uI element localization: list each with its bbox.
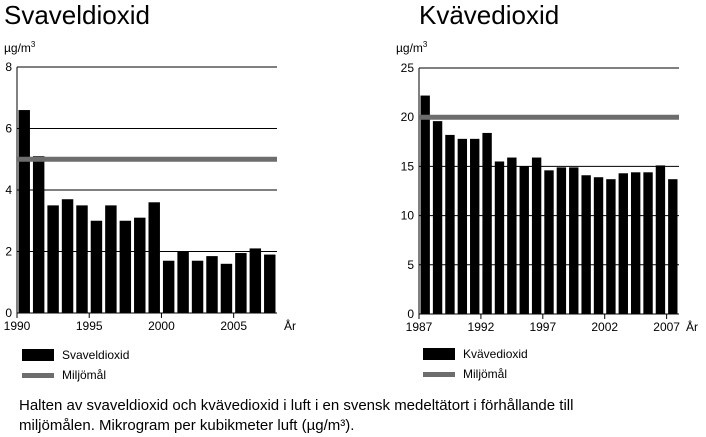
y-tick-label: 0 [407, 307, 414, 321]
x-tick-label: 2000 [148, 319, 175, 333]
left-y-unit-label: µg/m3 [4, 40, 35, 55]
left-chart-title: Svaveldioxid [4, 0, 150, 30]
bar-2005 [235, 253, 247, 313]
right-y-unit-label: µg/m3 [396, 40, 427, 55]
legend-bar-swatch [22, 349, 54, 361]
legend-item-line: Miljömål [423, 364, 528, 384]
y-tick-label: 2 [5, 245, 12, 259]
bar-2001 [593, 177, 604, 314]
x-tick-label: 2005 [220, 319, 247, 333]
x-axis-label: År [284, 318, 296, 333]
right-unit-exponent: 3 [422, 40, 428, 49]
bar-2004 [630, 172, 641, 314]
bar-1997 [544, 170, 554, 314]
bar-1991 [32, 156, 45, 313]
y-tick-label: 10 [401, 209, 415, 223]
y-tick-label: 8 [5, 60, 12, 74]
bar-1998 [134, 217, 146, 313]
legend-item-bars: Svaveldioxid [22, 345, 129, 365]
left-unit-exponent: 3 [30, 40, 36, 49]
bar-1996 [531, 157, 542, 314]
bar-2005 [643, 172, 653, 314]
x-tick-label: 1987 [406, 320, 433, 334]
x-tick-label: 1997 [529, 320, 556, 334]
legend-item-bars: Kvävedioxid [423, 344, 528, 364]
right-unit-base: µg/m [396, 41, 423, 55]
bar-1996 [105, 205, 117, 313]
bar-1997 [119, 220, 132, 313]
y-tick-label: 5 [407, 258, 414, 272]
x-tick-label: 2002 [591, 320, 618, 334]
legend-line-label: Miljömål [62, 368, 107, 382]
bar-2007 [264, 254, 276, 313]
bar-1995 [519, 166, 529, 314]
bar-2006 [655, 165, 666, 314]
bar-2007 [668, 179, 678, 314]
bar-1991 [470, 138, 480, 314]
caption-line-2: miljömålen. Mikrogram per kubikmeter luf… [19, 417, 355, 434]
bar-2003 [618, 173, 628, 314]
x-tick-label: 1990 [4, 319, 31, 333]
right-legend: Kvävedioxid Miljömål [423, 344, 528, 384]
bar-2001 [177, 251, 189, 313]
y-tick-label: 6 [5, 122, 12, 136]
x-tick-label: 1995 [76, 319, 103, 333]
bar-1992 [482, 132, 492, 314]
bar-1998 [556, 167, 567, 314]
bar-2000 [162, 260, 175, 313]
y-tick-label: 20 [401, 110, 415, 124]
x-tick-label: 1992 [468, 320, 495, 334]
y-tick-label: 0 [5, 306, 12, 320]
bar-2000 [581, 175, 591, 314]
bar-1990 [18, 110, 30, 313]
legend-bar-label: Kvävedioxid [463, 347, 528, 361]
bar-1992 [47, 205, 59, 313]
right-chart-title: Kvävedioxid [419, 0, 560, 30]
legend-item-line: Miljömål [22, 365, 129, 385]
bar-2003 [206, 256, 218, 313]
bar-1999 [569, 167, 579, 314]
bar-1993 [61, 199, 74, 313]
x-tick-label: 2007 [653, 320, 680, 334]
bar-1994 [507, 157, 517, 314]
bar-1989 [445, 134, 455, 314]
bar-1987 [420, 95, 430, 314]
bar-2002 [191, 260, 204, 313]
legend-bar-label: Svaveldioxid [62, 348, 130, 362]
y-tick-label: 15 [401, 159, 415, 173]
caption-line-1: Halten av svaveldioxid och kvävedioxid i… [19, 397, 574, 414]
left-legend: Svaveldioxid Miljömål [22, 345, 129, 385]
bar-2004 [220, 263, 233, 313]
figure-caption: Halten av svaveldioxid och kvävedioxid i… [19, 396, 689, 436]
bar-2002 [606, 179, 616, 314]
bar-1988 [432, 121, 443, 314]
y-tick-label: 25 [401, 61, 415, 75]
left-unit-base: µg/m [4, 41, 31, 55]
legend-bar-swatch [423, 348, 455, 360]
legend-line-label: Miljömål [463, 367, 508, 381]
bar-1993 [494, 161, 505, 314]
y-tick-label: 4 [5, 183, 12, 197]
legend-line-swatch [423, 371, 455, 377]
x-axis-label: År [686, 319, 698, 334]
bar-1999 [148, 202, 160, 313]
bar-1990 [457, 138, 468, 314]
bar-1995 [90, 220, 103, 313]
legend-line-swatch [22, 372, 54, 378]
bar-2006 [249, 248, 262, 313]
bar-1994 [76, 205, 88, 313]
